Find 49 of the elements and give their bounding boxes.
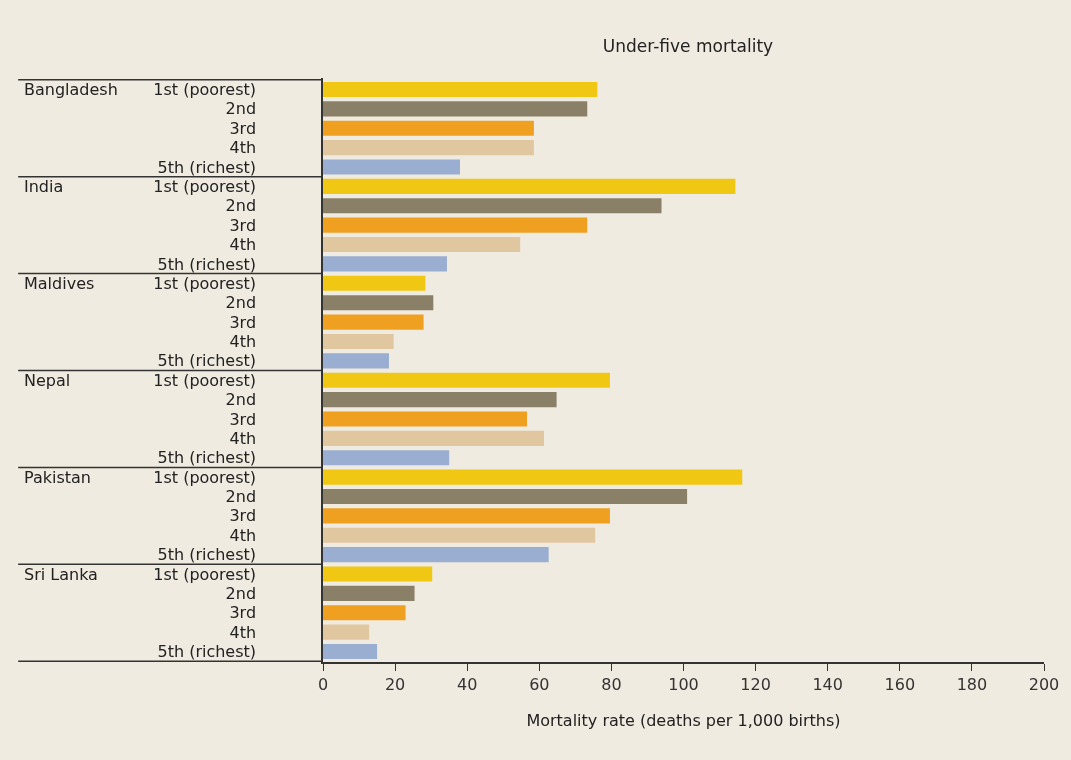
y-tick-label: 4th <box>229 525 257 545</box>
y-tick-label: 3rd <box>229 506 257 526</box>
y-tick-label: 2nd <box>225 487 257 507</box>
x-tick-label: 120 <box>740 674 771 694</box>
x-tick-label: 60 <box>529 674 550 694</box>
y-tick-label: 2nd <box>225 584 257 604</box>
y-tick-label: 4th <box>229 138 257 158</box>
y-tick-label: 1st (poorest) <box>153 370 257 390</box>
x-tick-label: 20 <box>384 674 406 694</box>
x-tick-label: 40 <box>457 674 478 694</box>
y-tick-label: 5th (richest) <box>157 254 257 274</box>
y-tick-label: 5th (richest) <box>157 545 257 565</box>
y-tick-label: 2nd <box>225 99 257 119</box>
y-tick-label: 4th <box>229 428 257 448</box>
y-tick-label: 1st (poorest) <box>153 467 257 487</box>
y-tick-label: 4th <box>229 332 257 352</box>
y-tick-label: 4th <box>229 622 257 642</box>
x-tick-label: 200 <box>1028 674 1060 694</box>
y-tick-label: 3rd <box>229 215 257 235</box>
y-tick-label: 3rd <box>229 118 257 138</box>
text: Pakistan <box>24 468 91 487</box>
y-tick-label: 2nd <box>225 293 257 313</box>
y-tick-label: 3rd <box>229 312 257 332</box>
text: Sri Lanka <box>24 565 98 584</box>
text: Bangladesh <box>24 80 118 99</box>
x-tick-label: 180 <box>956 674 988 694</box>
y-tick-label: 5th (richest) <box>157 448 257 468</box>
y-tick-label: 2nd <box>225 390 257 410</box>
x-tick-label: 80 <box>601 674 622 694</box>
y-tick-label: 3rd <box>229 603 257 623</box>
y-tick-label: 1st (poorest) <box>153 177 257 197</box>
y-tick-label: 1st (poorest) <box>153 273 257 293</box>
y-tick-label: 5th (richest) <box>157 351 257 371</box>
y-tick-label: 5th (richest) <box>157 157 257 177</box>
x-tick-label: 100 <box>668 674 699 694</box>
x-axis-title: Mortality rate (deaths per 1,000 births) <box>526 711 841 731</box>
y-tick-label: 1st (poorest) <box>153 80 257 100</box>
y-tick-label: 2nd <box>225 196 257 216</box>
text: India <box>24 177 64 196</box>
x-tick-label: 140 <box>812 674 843 694</box>
y-tick-label: 3rd <box>229 409 257 429</box>
y-tick-label: 5th (richest) <box>157 642 257 662</box>
y-tick-label: 4th <box>229 235 257 255</box>
text: Nepal <box>24 371 71 390</box>
chart-title: Under-five mortality <box>602 35 774 56</box>
x-tick-label: 0 <box>317 674 329 694</box>
x-tick-label: 160 <box>884 674 916 694</box>
y-tick-label: 1st (poorest) <box>153 564 257 584</box>
text: Maldives <box>24 274 95 293</box>
